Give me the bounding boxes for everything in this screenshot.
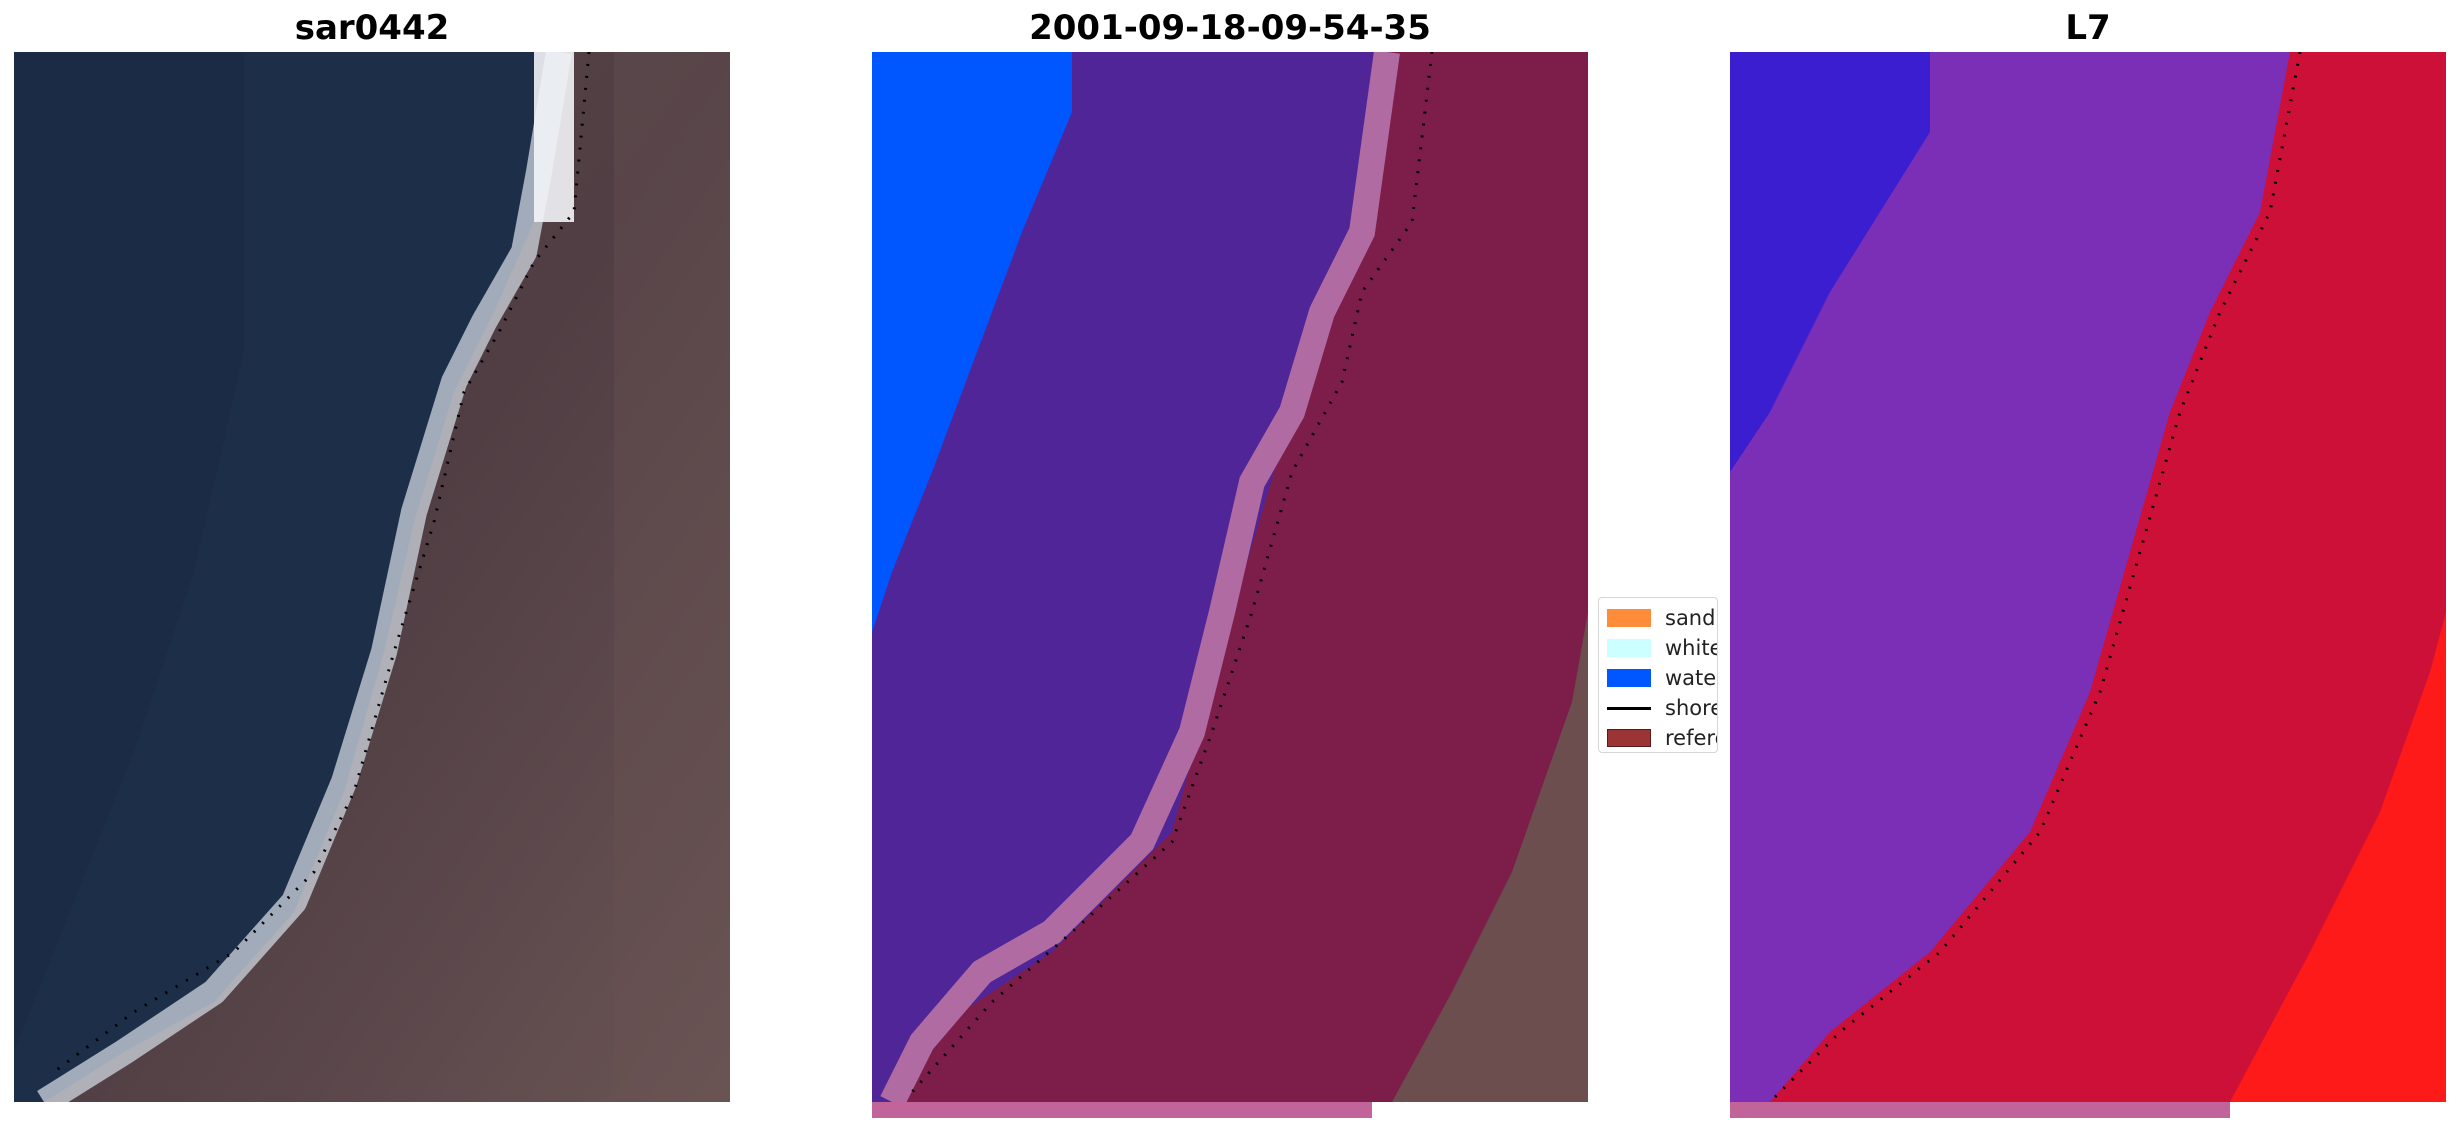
- panel-title-classified: 2001-09-18-09-54-35: [1029, 8, 1431, 48]
- panel-title-index: L7: [2065, 8, 2111, 48]
- whitewater-swatch: [1607, 639, 1651, 657]
- legend-label-water: water: [1665, 666, 1717, 690]
- legend-label-reference-shoreline: reference shoreline: [1665, 726, 1717, 750]
- sand-swatch: [1607, 609, 1651, 627]
- classified-image: [872, 52, 1588, 1102]
- legend-label-whitewater: whitewater: [1665, 636, 1718, 660]
- panel-title-rgb: sar0442: [294, 8, 450, 48]
- legend-item-sand: sand: [1607, 604, 1715, 632]
- classified-panel: [872, 52, 1588, 1102]
- reference-shoreline-swatch: [1607, 729, 1651, 747]
- classified-strip: [872, 1102, 1372, 1118]
- legend-label-shoreline: shoreline: [1665, 696, 1717, 720]
- legend-item-whitewater: whitewater: [1607, 634, 1718, 662]
- index-image: [1730, 52, 2446, 1102]
- rgb-image: [14, 52, 730, 1102]
- rgb-image-panel: [14, 52, 730, 1102]
- legend-item-shoreline: shoreline: [1607, 694, 1717, 722]
- water-swatch: [1607, 669, 1651, 687]
- legend-label-sand: sand: [1665, 606, 1716, 630]
- index-strip: [1730, 1102, 2230, 1118]
- index-panel: [1730, 52, 2446, 1102]
- legend-item-water: water: [1607, 664, 1717, 692]
- shoreline-line-icon: [1607, 706, 1651, 710]
- legend: sand whitewater water shoreline referenc…: [1598, 597, 1718, 753]
- legend-item-reference-shoreline: reference shoreline: [1607, 724, 1717, 752]
